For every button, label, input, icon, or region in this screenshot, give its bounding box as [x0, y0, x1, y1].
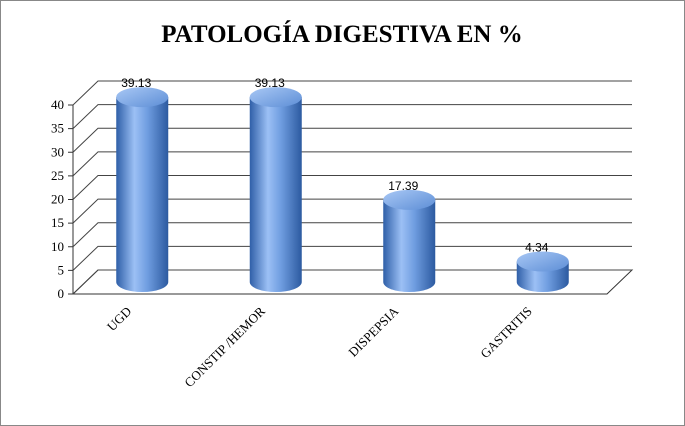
y-tick-label: 30	[51, 144, 64, 159]
grid-line	[72, 269, 632, 295]
y-tick-label: 15	[51, 215, 64, 230]
grid-line	[72, 222, 632, 248]
bar	[116, 87, 169, 292]
data-label: 39.13	[255, 76, 285, 90]
grid-line	[72, 104, 632, 129]
grid-line	[72, 127, 632, 153]
grid-line	[72, 198, 632, 224]
grid-line	[72, 175, 632, 200]
bar	[516, 251, 569, 292]
bar-body	[383, 199, 436, 292]
data-label: 39.13	[121, 76, 151, 90]
bar-top	[249, 87, 302, 108]
grid-line	[72, 151, 632, 177]
bar-top	[516, 251, 569, 272]
bar	[383, 189, 436, 292]
bar	[249, 87, 302, 292]
chart-title: PATOLOGÍA DIGESTIVA EN %	[161, 20, 522, 48]
data-label: 4.34	[525, 240, 549, 254]
y-tick-label: 35	[51, 121, 64, 136]
data-label: 17.39	[388, 179, 418, 193]
grid-line	[72, 80, 632, 106]
grid-line	[72, 245, 632, 271]
y-tick-label: 40	[51, 97, 64, 112]
bar-body	[249, 97, 302, 292]
y-tick-label: 10	[51, 239, 64, 254]
y-tick-label: 0	[58, 286, 65, 301]
bar-top	[383, 189, 436, 210]
y-tick-label: 20	[51, 192, 64, 207]
y-tick-label: 25	[51, 168, 64, 183]
y-tick-label: 5	[58, 262, 65, 277]
bar-top	[116, 87, 169, 108]
bar-body	[116, 97, 169, 292]
